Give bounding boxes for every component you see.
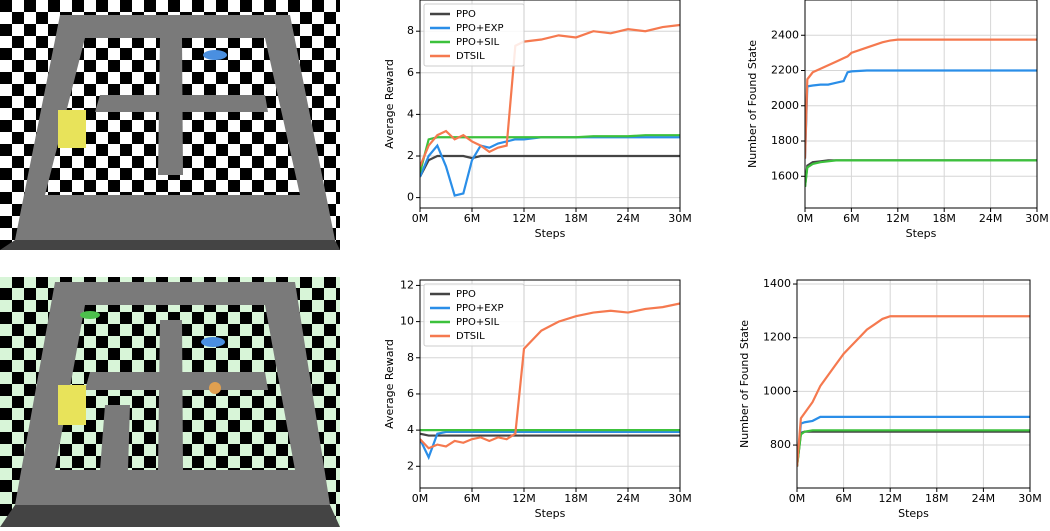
series-line	[797, 315, 1030, 467]
x-tick-label: 0M	[412, 212, 429, 225]
x-axis-label: Steps	[898, 507, 929, 520]
plot-frame	[419, 0, 681, 209]
series-line	[420, 302, 680, 450]
y-tick-label: 8	[407, 351, 414, 364]
chart: 0 2 4 6 8 0M 6M 12M 18M 24M 30M Steps Average Reward…	[383, 0, 692, 240]
x-tick-label: 6M	[835, 492, 852, 505]
y-tick-label: 10	[400, 315, 414, 328]
y-axis-label: Number of Found State	[746, 40, 759, 168]
plot-frame	[796, 279, 1031, 489]
x-tick-label: 6M	[464, 492, 481, 505]
x-tick-label: 12M	[512, 212, 536, 225]
series-line	[420, 430, 680, 461]
x-tick-label: 12M	[878, 492, 902, 505]
legend-label: PPO+EXP	[456, 23, 504, 34]
x-tick-label: 18M	[932, 212, 956, 225]
x-tick-label: 18M	[925, 492, 949, 505]
y-tick-label: 1600	[771, 169, 799, 182]
plot-frame	[419, 279, 681, 489]
y-tick-label: 4	[407, 423, 414, 436]
plot-lines	[420, 23, 680, 197]
x-tick-label: 18M	[564, 492, 588, 505]
y-axis-label: Average Reward	[383, 59, 396, 149]
plot-lines	[805, 38, 1037, 187]
x-tick-label: 30M	[668, 492, 692, 505]
plot-frame	[804, 0, 1038, 209]
legend-box	[423, 283, 525, 347]
y-tick-label: 8	[407, 24, 414, 37]
y-tick-label: 1400	[763, 277, 791, 290]
series-line	[420, 134, 680, 173]
legend-label: PPO+EXP	[456, 303, 504, 314]
x-tick-label: 12M	[512, 492, 536, 505]
legend-label: PPO+SIL	[456, 37, 500, 48]
plot-lines	[420, 302, 680, 461]
x-tick-label: 0M	[412, 492, 429, 505]
series-line	[420, 23, 680, 167]
series-line	[805, 38, 1037, 159]
y-axis-label: Number of Found State	[738, 320, 751, 448]
x-axis-label: Steps	[535, 227, 566, 240]
chart: 1600 1800 2000 2200 2400 0M 6M 12M 18M 24M 30M Step…	[746, 0, 1049, 240]
legend-label: PPO+SIL	[456, 317, 500, 328]
legend-label: DTSIL	[456, 51, 485, 62]
series-line	[420, 154, 680, 178]
x-tick-label: 24M	[972, 492, 996, 505]
plot-lines	[797, 315, 1030, 467]
y-tick-label: 2200	[771, 64, 799, 77]
x-axis-label: Steps	[906, 227, 937, 240]
legend-label: DTSIL	[456, 331, 485, 342]
y-tick-label: 1200	[763, 331, 791, 344]
chart: 800 1000 1200 1400 0M 6M 12M 18M 24M 30M Steps Numb…	[738, 277, 1042, 520]
x-tick-label: 6M	[464, 212, 481, 225]
y-tick-label: 2	[407, 459, 414, 472]
series-line	[797, 429, 1030, 467]
x-tick-label: 0M	[789, 492, 806, 505]
legend-box	[423, 3, 525, 67]
y-tick-label: 1800	[771, 134, 799, 147]
maze-render-2	[0, 277, 340, 527]
series-line	[420, 432, 680, 437]
x-tick-label: 30M	[668, 212, 692, 225]
x-tick-label: 6M	[843, 212, 860, 225]
x-tick-label: 12M	[886, 212, 910, 225]
y-tick-label: 6	[407, 66, 414, 79]
y-tick-label: 2000	[771, 99, 799, 112]
x-tick-label: 24M	[616, 492, 640, 505]
x-tick-label: 18M	[564, 212, 588, 225]
series-line	[420, 136, 680, 197]
y-tick-label: 12	[400, 278, 414, 291]
x-tick-label: 24M	[616, 212, 640, 225]
x-tick-label: 30M	[1018, 492, 1042, 505]
legend-label: PPO	[456, 289, 476, 300]
series-line	[805, 159, 1037, 187]
y-tick-label: 4	[407, 107, 414, 120]
legend-label: PPO	[456, 9, 476, 20]
series-line	[805, 69, 1037, 159]
y-tick-label: 800	[770, 438, 791, 451]
maze-render-1	[0, 0, 340, 250]
x-tick-label: 30M	[1025, 212, 1049, 225]
x-tick-label: 24M	[979, 212, 1003, 225]
series-line	[797, 415, 1030, 467]
x-axis-label: Steps	[535, 507, 566, 520]
y-tick-label: 2400	[771, 28, 799, 41]
chart: 2 4 6 8 10 12 0M 6M 12M 18M 24M 30M Steps Average Rew…	[383, 278, 692, 520]
y-tick-label: 2	[407, 149, 414, 162]
x-tick-label: 0M	[797, 212, 814, 225]
y-tick-label: 1000	[763, 384, 791, 397]
y-tick-label: 6	[407, 387, 414, 400]
series-line	[797, 430, 1030, 467]
y-axis-label: Average Reward	[383, 339, 396, 429]
series-line	[805, 159, 1037, 187]
y-tick-label: 0	[407, 191, 414, 204]
